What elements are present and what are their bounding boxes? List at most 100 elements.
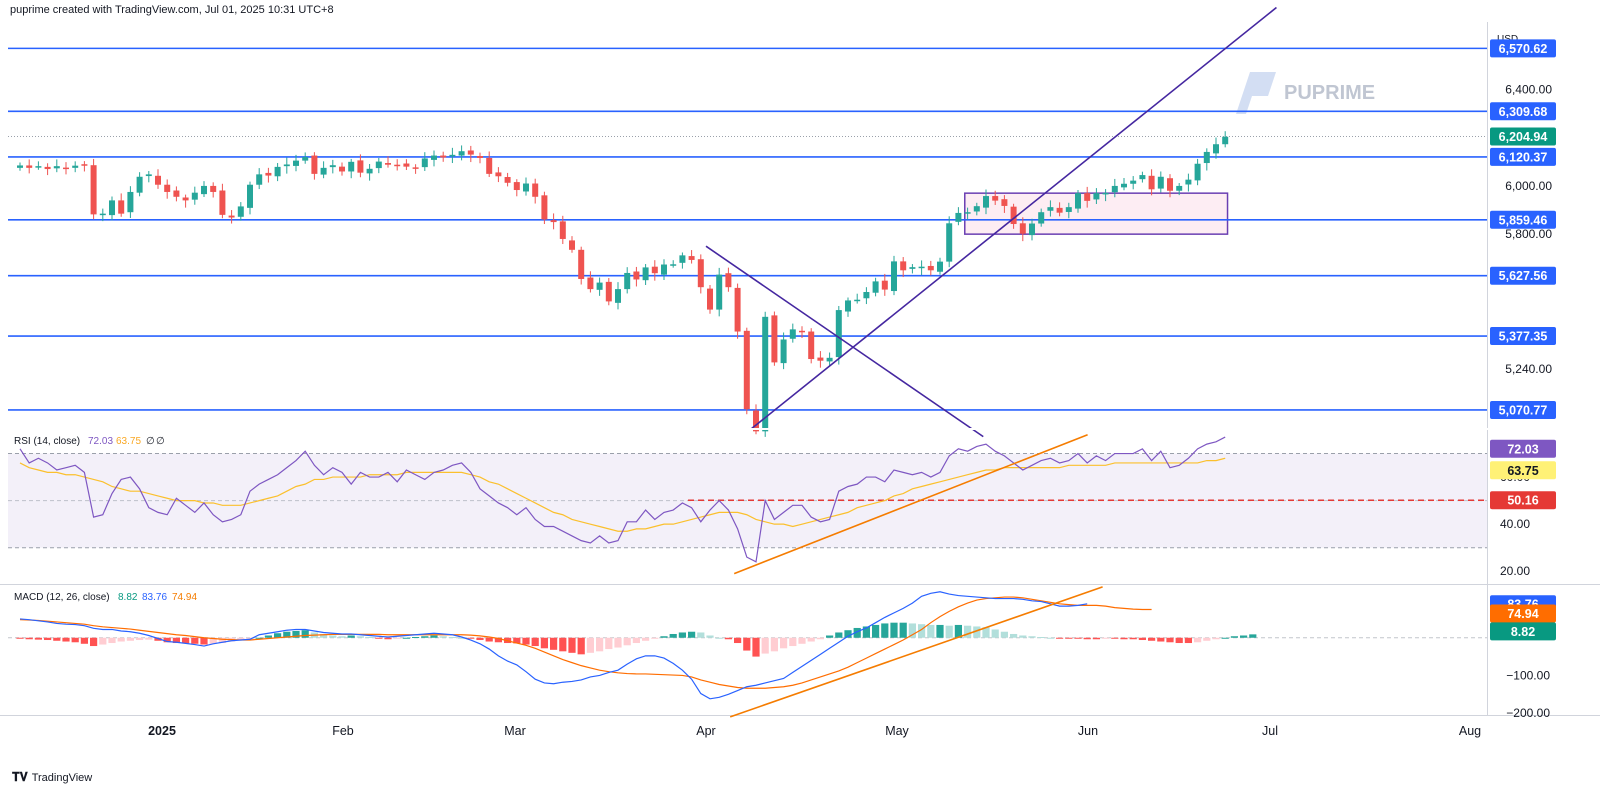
- macd-histogram-bar: [292, 630, 300, 638]
- macd-histogram-bar: [862, 626, 870, 638]
- candle-body: [44, 166, 51, 170]
- macd-histogram-bar: [1240, 635, 1248, 638]
- candle: [559, 215, 566, 245]
- candle-body: [946, 223, 953, 262]
- macd-histogram-bar: [1138, 637, 1146, 641]
- candle: [375, 157, 382, 174]
- macd-histogram-bar: [816, 637, 824, 640]
- macd-histogram-bar: [44, 637, 52, 641]
- level-price-label: 6,570.62: [1490, 39, 1556, 58]
- level-price-label-bg: [1490, 210, 1556, 229]
- macd-histogram-bar: [550, 637, 558, 650]
- macd-histogram-bar: [301, 630, 309, 638]
- level-price-label-text: 6,309.68: [1499, 105, 1548, 119]
- candle-body: [311, 155, 318, 174]
- macd-histogram-bar: [430, 635, 438, 638]
- candle: [1065, 202, 1072, 219]
- macd-signal-line: [19, 596, 1152, 689]
- candle: [237, 202, 244, 221]
- macd-histogram-bar: [798, 637, 806, 644]
- level-price-label: 5,859.46: [1490, 210, 1556, 229]
- rsi-ma-value-label-bg: [1490, 461, 1556, 480]
- candle-body: [35, 166, 42, 168]
- candle: [210, 182, 217, 198]
- candle: [1047, 200, 1054, 217]
- rsi-band: [8, 453, 1487, 548]
- candle: [845, 297, 851, 317]
- macd-histogram-bar: [218, 637, 226, 644]
- candle-body: [228, 215, 235, 218]
- candle-body: [145, 174, 152, 177]
- macd-histogram-bar: [623, 637, 631, 646]
- candle-body: [670, 264, 677, 266]
- candle: [679, 252, 686, 269]
- level-price-label: 6,309.68: [1490, 102, 1556, 121]
- candle: [403, 159, 410, 171]
- candle: [477, 152, 483, 164]
- macd-histogram-bar: [559, 637, 567, 652]
- candle-body: [523, 183, 529, 192]
- rsi-ma-value-label-text: 63.75: [1507, 464, 1538, 478]
- macd-histogram-bar: [706, 635, 714, 638]
- candle: [228, 210, 235, 224]
- macd-histogram-bar: [99, 637, 107, 645]
- candle-body: [615, 289, 621, 303]
- candle: [992, 190, 999, 205]
- macd-histogram-bar: [1194, 637, 1202, 643]
- macd-trendline: [729, 586, 1103, 718]
- candle: [17, 162, 23, 171]
- macd-histogram-bar: [945, 625, 953, 638]
- candle: [421, 152, 428, 171]
- candle-body: [872, 281, 879, 293]
- candle: [440, 151, 447, 162]
- candle-body: [845, 300, 851, 312]
- macd-histogram-bar: [522, 637, 530, 645]
- macd-histogram-bar: [1129, 637, 1137, 640]
- trendline: [750, 6, 1277, 431]
- candle-body: [1010, 206, 1017, 225]
- candle-body: [477, 156, 483, 158]
- candle-body: [1001, 199, 1008, 206]
- candle: [467, 145, 474, 163]
- candle: [1130, 176, 1137, 190]
- candle: [615, 282, 621, 310]
- candle-body: [900, 261, 907, 271]
- candle-body: [495, 172, 502, 177]
- macd-histogram-bar: [660, 636, 668, 638]
- trendline: [705, 245, 984, 438]
- macd-histogram-bar: [605, 637, 613, 650]
- candle-body: [1047, 207, 1054, 211]
- candle: [983, 189, 989, 215]
- candle-body: [587, 277, 594, 290]
- candle: [155, 169, 161, 189]
- level-price-label-text: 5,859.46: [1499, 213, 1548, 227]
- candle-body: [992, 196, 999, 201]
- candle-body: [679, 255, 686, 263]
- candle-body: [789, 329, 796, 339]
- macd-histogram-bar: [274, 633, 282, 638]
- macd-histogram-bar: [393, 637, 401, 639]
- macd-histogram-bar: [614, 637, 622, 648]
- candle: [808, 328, 815, 364]
- candle: [458, 145, 465, 161]
- candle-body: [109, 200, 115, 216]
- time-tick-label: Jun: [1078, 724, 1098, 738]
- candle: [937, 257, 943, 275]
- macd-histogram-bar: [688, 631, 696, 638]
- last-price-label-text: 6,204.94: [1499, 130, 1548, 144]
- candle-body: [743, 330, 750, 410]
- level-price-label-bg: [1490, 400, 1556, 419]
- price-tick-label: 6,000.00: [1505, 179, 1552, 193]
- macd-histogram-bar: [752, 637, 760, 657]
- candle: [1203, 148, 1210, 171]
- time-tick-label: May: [885, 724, 909, 738]
- rsi-50-value-label-bg: [1490, 491, 1556, 510]
- candle-body: [274, 166, 281, 177]
- candle: [909, 264, 916, 274]
- tradingview-brand-label: TradingView: [31, 771, 93, 784]
- candle-body: [964, 212, 971, 214]
- macd-histogram-bar: [954, 624, 962, 638]
- macd-histogram-bar: [1074, 637, 1082, 639]
- level-price-label-text: 6,120.37: [1499, 150, 1548, 164]
